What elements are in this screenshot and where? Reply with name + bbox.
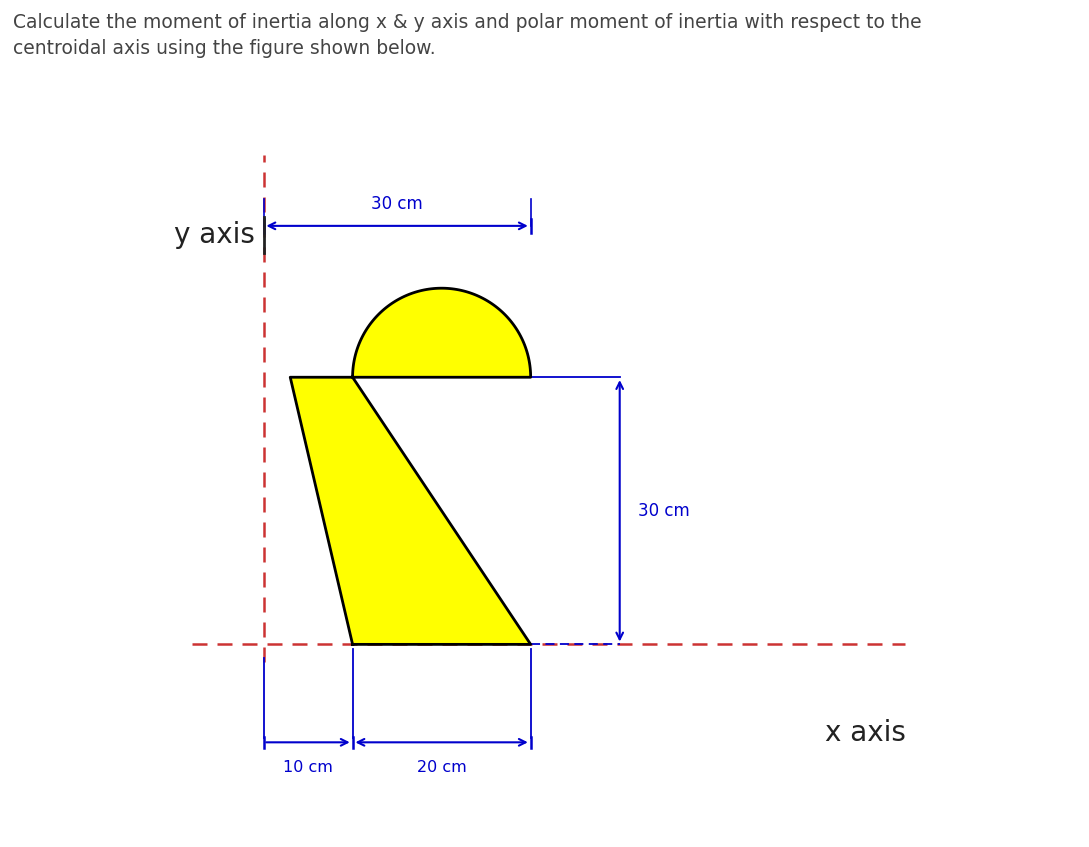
Text: 30 cm: 30 cm (637, 501, 689, 520)
Text: y axis: y axis (174, 221, 255, 249)
Text: 20 cm: 20 cm (417, 760, 466, 775)
Text: 30 cm: 30 cm (371, 195, 423, 213)
Text: x axis: x axis (824, 719, 905, 747)
Text: Calculate the moment of inertia along x & y axis and polar moment of inertia wit: Calculate the moment of inertia along x … (13, 13, 921, 58)
Polygon shape (291, 288, 530, 645)
Text: 10 cm: 10 cm (283, 760, 333, 775)
